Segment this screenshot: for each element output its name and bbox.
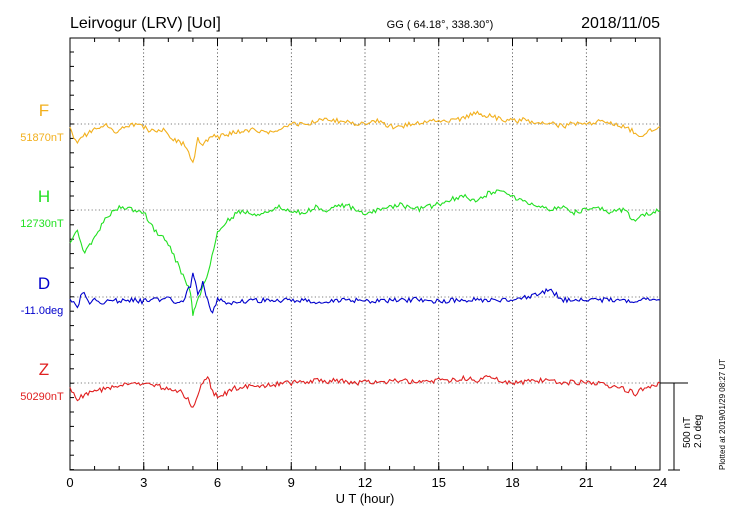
x-axis-label: U T (hour) xyxy=(336,491,395,506)
x-tick-label: 0 xyxy=(66,475,73,490)
chart-date: 2018/11/05 xyxy=(581,15,660,32)
x-tick-label: 9 xyxy=(288,475,295,490)
scale-bar: 500 nT 2.0 deg xyxy=(660,382,704,471)
x-tick-label: 15 xyxy=(432,475,446,490)
x-tick-label: 21 xyxy=(579,475,593,490)
x-tick-label: 3 xyxy=(140,475,147,490)
scale-deg-label: 2.0 deg xyxy=(693,415,704,448)
plotted-at-note: Plotted at 2019/01/29 08:27 UT xyxy=(718,359,727,470)
series-baseline-f: 51870nT xyxy=(20,132,64,144)
chart-title: Leirvogur (LRV) [UoI] xyxy=(70,15,221,32)
x-tick-label: 6 xyxy=(214,475,221,490)
series-line-h xyxy=(69,189,661,316)
grid-lines xyxy=(70,38,660,470)
series-name-f: F xyxy=(39,101,49,120)
series-baseline-h: 12730nT xyxy=(20,218,64,230)
scale-nt-label: 500 nT xyxy=(682,417,693,448)
series-lines xyxy=(69,110,661,408)
x-axis-ticks xyxy=(69,38,661,471)
series-labels: F 51870nT H 12730nT D -11.0deg Z 50290nT xyxy=(20,101,64,403)
x-tick-label: 12 xyxy=(358,475,372,490)
x-tick-label: 18 xyxy=(505,475,519,490)
series-line-d xyxy=(69,272,661,314)
series-baseline-d: -11.0deg xyxy=(21,305,64,317)
series-name-z: Z xyxy=(39,360,49,379)
x-tick-label: 24 xyxy=(653,475,667,490)
series-name-h: H xyxy=(38,187,50,206)
series-baseline-z: 50290nT xyxy=(20,391,64,403)
series-line-z xyxy=(69,374,661,408)
x-tick-labels: 0 3 6 9 12 15 18 21 24 xyxy=(66,475,667,490)
series-name-d: D xyxy=(38,274,50,293)
series-line-f xyxy=(69,110,661,164)
station-coords: GG ( 64.18°, 338.30°) xyxy=(387,19,494,31)
